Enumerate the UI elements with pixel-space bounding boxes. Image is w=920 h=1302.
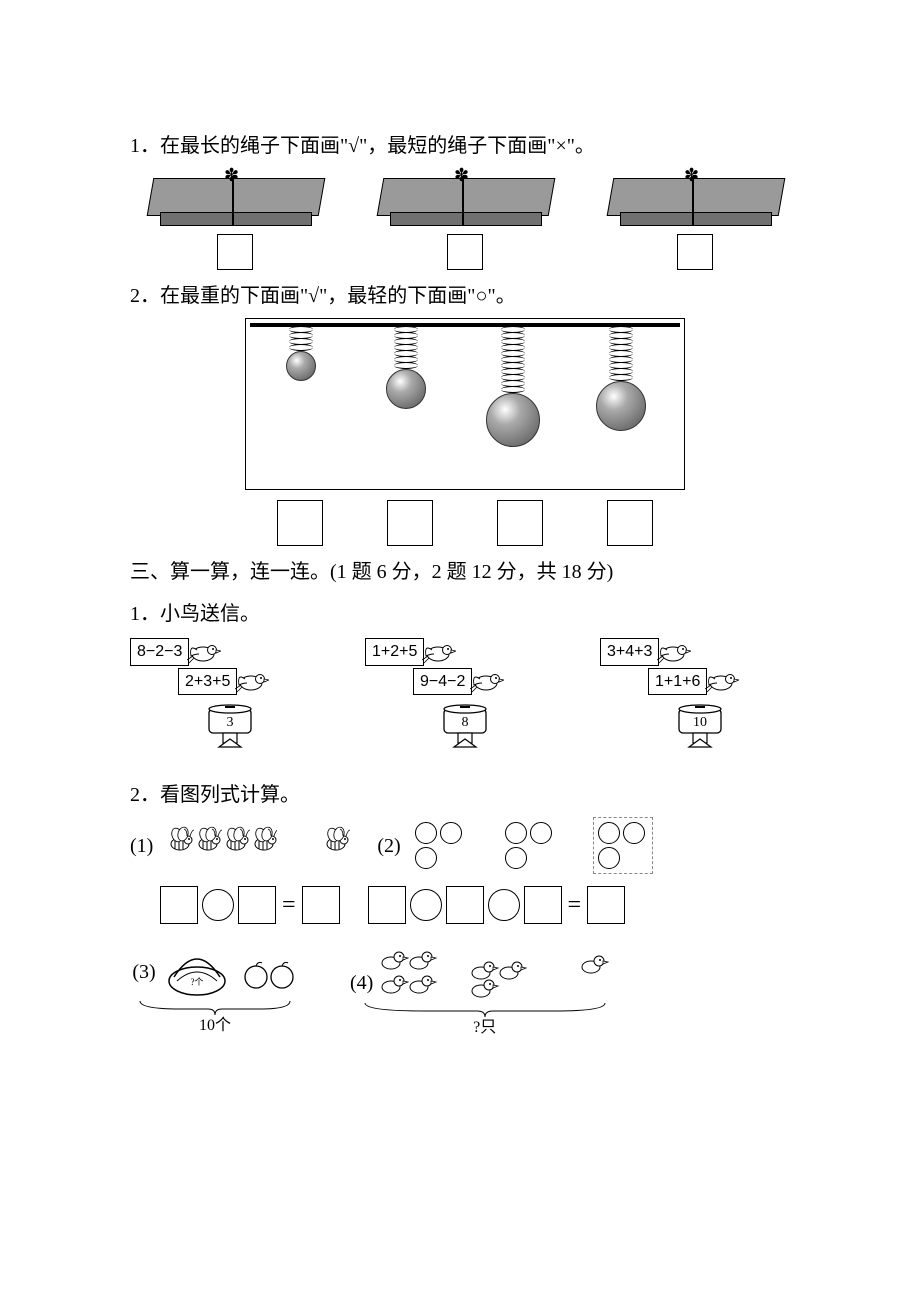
p4-label: (4) xyxy=(350,967,373,999)
p1-label: (1) xyxy=(130,830,153,862)
bird-icon xyxy=(470,669,504,693)
mailbox-icon: 3 xyxy=(201,703,259,751)
q1-text: 1．在最长的绳子下面画"√"，最短的绳子下面画"×"。 xyxy=(130,130,800,162)
blank-square[interactable] xyxy=(238,886,276,924)
bird-column: 8−2−3 2+3+5 3 xyxy=(130,636,330,761)
answer-box[interactable] xyxy=(677,234,713,270)
svg-text:?个: ?个 xyxy=(190,977,203,987)
giftbox-1: ✽ xyxy=(140,168,330,270)
blank-square[interactable] xyxy=(302,886,340,924)
bee-group-2 xyxy=(323,824,353,868)
expression-box: 9−4−2 xyxy=(413,668,472,696)
answer-box[interactable] xyxy=(607,500,653,546)
ducks-icon xyxy=(379,947,619,999)
expression-box: 3+4+3 xyxy=(600,638,659,666)
bird-icon xyxy=(657,640,691,664)
blank-circle[interactable] xyxy=(410,889,442,921)
bird-icon xyxy=(422,640,456,664)
spring-column xyxy=(386,327,426,409)
bee-icon xyxy=(323,824,353,858)
bird-column: 3+4+3 1+1+6 10 xyxy=(600,636,800,761)
spring-scene xyxy=(245,318,685,546)
q1-figure-row: ✽ ✽ ✽ xyxy=(130,168,800,270)
sec3-q2-label: 2．看图列式计算。 xyxy=(130,779,800,811)
answer-box[interactable] xyxy=(497,500,543,546)
equals-sign: = xyxy=(566,886,584,924)
pictures-row-3-4: (3) ?个 10个 (4) xyxy=(130,947,800,1041)
spring-column xyxy=(596,327,646,431)
blank-circle[interactable] xyxy=(488,889,520,921)
svg-text:10: 10 xyxy=(693,715,707,730)
expression-box: 1+2+5 xyxy=(365,638,424,666)
p3-label: (3) xyxy=(132,956,155,988)
weight-ball-icon xyxy=(286,351,316,381)
svg-text:8: 8 xyxy=(462,715,469,730)
mailbox-icon: 8 xyxy=(436,703,494,751)
expression-box: 8−2−3 xyxy=(130,638,189,666)
p3-sublabel: 10个 xyxy=(199,1013,231,1039)
answer-box[interactable] xyxy=(387,500,433,546)
worksheet-page: 1．在最长的绳子下面画"√"，最短的绳子下面画"×"。 ✽ ✽ ✽ 2．在最重的… xyxy=(0,0,920,1302)
bee-group-1 xyxy=(167,824,277,868)
expression-box: 1+1+6 xyxy=(648,668,707,696)
giftbox-2: ✽ xyxy=(370,168,560,270)
apples-icon xyxy=(238,947,298,997)
blank-circle[interactable] xyxy=(202,889,234,921)
spring-column xyxy=(486,327,540,447)
q2-text: 2．在最重的下面画"√"，最轻的下面画"○"。 xyxy=(130,280,800,312)
answer-box[interactable] xyxy=(447,234,483,270)
pictures-row-1-2: (1) (2) xyxy=(130,817,800,874)
blank-square[interactable] xyxy=(160,886,198,924)
blank-square[interactable] xyxy=(524,886,562,924)
weight-ball-icon xyxy=(596,381,646,431)
circle-group-a xyxy=(415,822,465,869)
svg-text:3: 3 xyxy=(227,715,234,730)
equation-row: = = xyxy=(160,886,800,924)
answer-box[interactable] xyxy=(277,500,323,546)
weight-ball-icon xyxy=(386,369,426,409)
bird-icon xyxy=(187,640,221,664)
circle-group-b xyxy=(505,822,555,869)
weight-ball-icon xyxy=(486,393,540,447)
circle-group-c xyxy=(593,817,653,874)
giftbox-3: ✽ xyxy=(600,168,790,270)
p4-sublabel: ?只 xyxy=(473,1015,496,1041)
equals-sign: = xyxy=(280,886,298,924)
expression-box: 2+3+5 xyxy=(178,668,237,696)
spring-column xyxy=(286,327,316,381)
sec3-q1-label: 1．小鸟送信。 xyxy=(130,598,800,630)
mailbox-icon: 10 xyxy=(671,703,729,751)
p2-label: (2) xyxy=(377,830,400,862)
blank-square[interactable] xyxy=(587,886,625,924)
bees-icon xyxy=(167,824,277,858)
bird-column: 1+2+5 9−4−2 8 xyxy=(365,636,565,761)
blank-square[interactable] xyxy=(446,886,484,924)
blank-square[interactable] xyxy=(368,886,406,924)
bird-icon xyxy=(235,669,269,693)
section3-title: 三、算一算，连一连。(1 题 6 分，2 题 12 分，共 18 分) xyxy=(130,556,800,588)
birds-row: 8−2−3 2+3+5 3 1+2+5 9−4−2 8 xyxy=(130,636,800,761)
basket-icon: ?个 xyxy=(162,947,232,997)
bird-icon xyxy=(705,669,739,693)
answer-box[interactable] xyxy=(217,234,253,270)
